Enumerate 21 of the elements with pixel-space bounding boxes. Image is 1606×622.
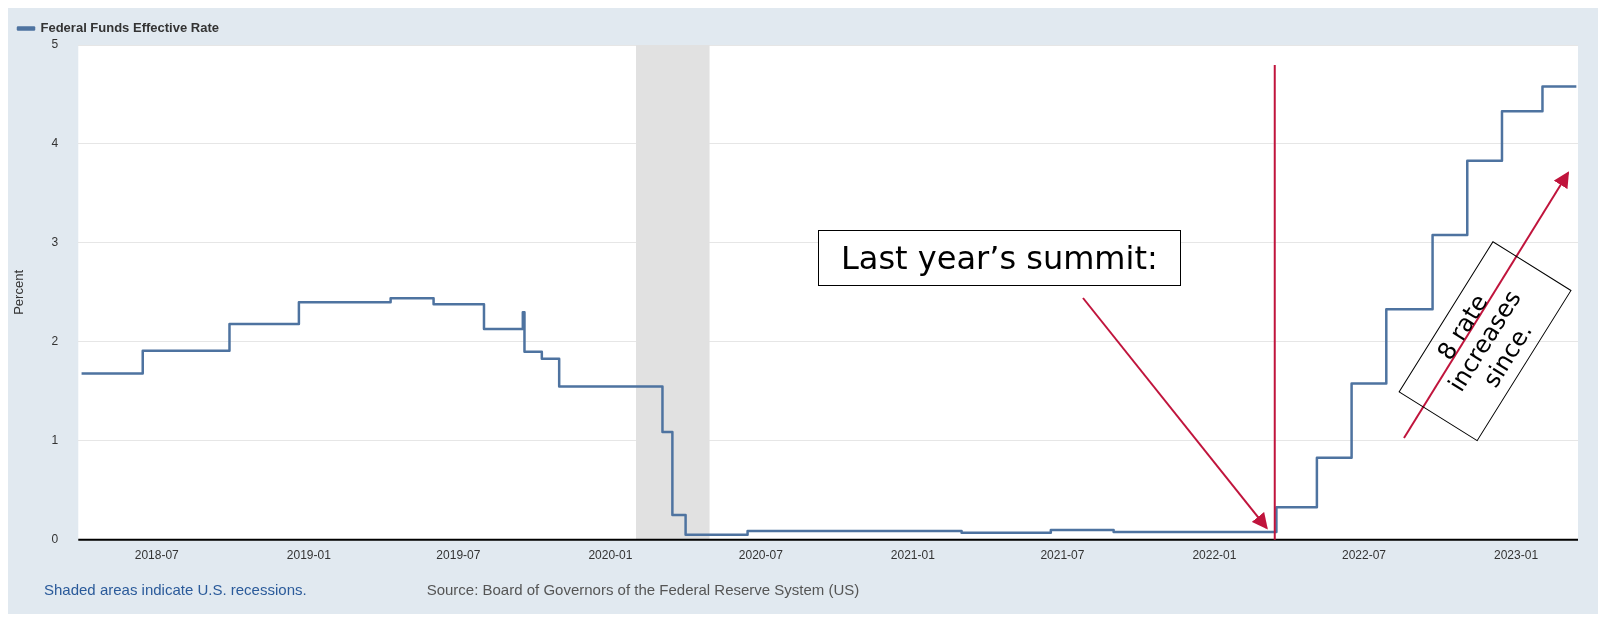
x-tick-label: 2022-01 <box>1192 548 1237 563</box>
source-note: Source: Board of Governors of the Federal Reserve System (US) <box>426 581 860 598</box>
x-tick-label: 2019-01 <box>286 548 332 563</box>
y-axis-title: Percent <box>11 269 27 315</box>
x-tick-label: 2019-07 <box>436 548 481 563</box>
x-tick-label: 2018-07 <box>134 548 180 563</box>
x-tick-label: 2021-07 <box>1040 548 1085 563</box>
annotation: Last year’s summit: <box>818 230 1181 286</box>
x-tick-label: 2023-01 <box>1494 548 1539 563</box>
y-tick-label: 5 <box>51 37 59 52</box>
text: Shaded areas indicate U.S. recessions. <box>44 581 307 598</box>
y-tick-label: 3 <box>51 235 59 250</box>
y-tick-label: 4 <box>51 136 59 151</box>
x-tick-label: 2021-01 <box>890 548 936 563</box>
y-tick-label: 1 <box>51 433 59 448</box>
x-tick-label: 2020-01 <box>588 548 633 563</box>
x-tick-label: 2020-07 <box>738 548 784 563</box>
y-tick-label: 0 <box>51 532 59 547</box>
legend-label: Federal Funds Effective Rate <box>40 20 219 36</box>
y-tick-label: 2 <box>51 334 59 349</box>
x-tick-label: 2022-07 <box>1341 548 1387 563</box>
